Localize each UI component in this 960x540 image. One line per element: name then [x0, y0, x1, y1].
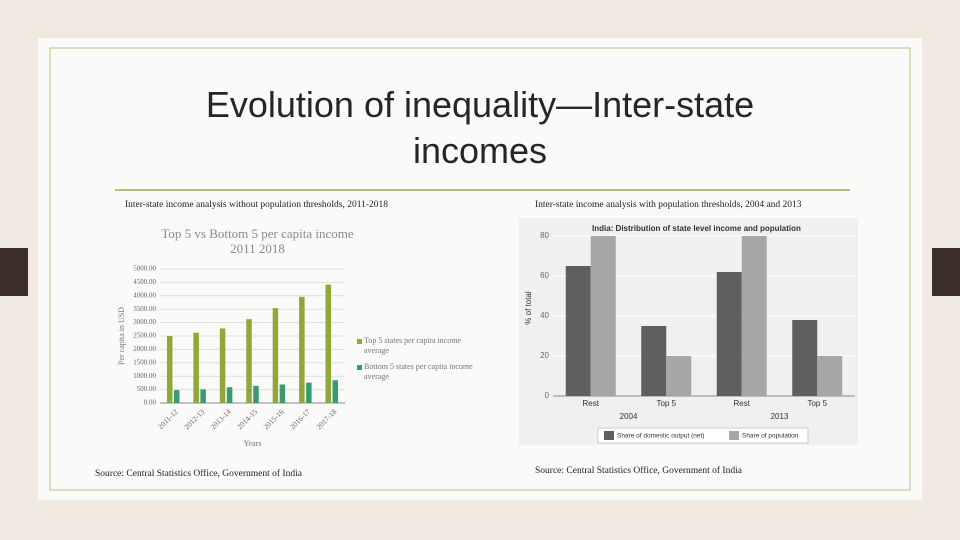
y-tick-label: 4500.00 [133, 278, 156, 286]
y-tick-label: 0.00 [144, 399, 157, 407]
y-tick-label: 3500.00 [133, 305, 156, 313]
legend-entry: Bottom 5 states per capita income averag… [364, 362, 473, 381]
bar [306, 382, 312, 403]
source: Source: Central Statistics Office, Gover… [95, 468, 303, 479]
legend-swatch [729, 431, 739, 440]
bar [226, 387, 233, 403]
group-label: 2013 [771, 412, 789, 421]
source: Source: Central Statistics Office, Gover… [535, 465, 743, 476]
bar [590, 236, 616, 396]
y-axis-label: Per capita in USD [117, 307, 126, 365]
bar [219, 328, 226, 403]
edge-tab [932, 248, 960, 296]
bar [332, 380, 339, 403]
legend-label: Top 5 states per capita income average [364, 336, 461, 355]
legend-label: Bottom 5 states per capita income averag… [364, 362, 473, 381]
y-tick-label: 1500.00 [133, 358, 156, 366]
chart-title: India: Distribution of state level incom… [592, 224, 801, 233]
legend-swatch [357, 365, 362, 370]
bar [716, 272, 742, 396]
y-tick-label: 20 [540, 351, 549, 360]
y-tick-label: 0 [545, 391, 550, 400]
y-tick-label: 5000.00 [133, 265, 156, 273]
bar [253, 385, 259, 403]
y-axis-label: % of total [524, 291, 533, 325]
bar [279, 384, 286, 403]
y-tick-label: 500.00 [137, 385, 157, 393]
chart-subtitle: 2011 2018 [230, 241, 285, 256]
edge-tab [0, 248, 28, 296]
legend-entry: Top 5 states per capita income average [364, 336, 461, 355]
slide-frame [49, 47, 911, 491]
legend-box [597, 427, 809, 444]
bar [246, 319, 252, 403]
y-tick-label: 3000.00 [133, 318, 156, 326]
bar [200, 389, 206, 403]
x-tick-label: Top 5 [656, 399, 676, 408]
bar [325, 284, 332, 403]
bar [792, 320, 818, 396]
legend-swatch [357, 339, 362, 344]
legend-swatch [604, 431, 614, 440]
y-tick-label: 80 [540, 231, 549, 240]
y-tick-label: 4000.00 [133, 291, 156, 299]
y-tick-label: 2500.00 [133, 332, 156, 340]
x-axis-label: Years [244, 439, 262, 448]
caption: Inter-state income analysis with populat… [535, 200, 802, 210]
bar [166, 336, 173, 403]
x-tick-label: Top 5 [807, 399, 827, 408]
bar [272, 308, 279, 403]
x-tick-label: Rest [583, 399, 600, 408]
bar [173, 390, 180, 403]
bar [666, 356, 692, 396]
bar [193, 332, 199, 403]
legend-label: Share of domestic output (net) [617, 433, 704, 440]
bar [741, 236, 767, 396]
chart-title: Top 5 vs Bottom 5 per capita income [161, 226, 353, 241]
bar [565, 266, 591, 396]
y-tick-label: 40 [540, 311, 549, 320]
x-tick-label: Rest [734, 399, 751, 408]
bar [817, 356, 843, 396]
title-box: Evolution of inequality—Inter-state inco… [205, 84, 755, 171]
legend-label: Share of population [742, 433, 799, 440]
slide-title: Evolution of inequality—Inter-state inco… [205, 84, 755, 171]
y-tick-label: 2000.00 [133, 345, 156, 353]
bar [641, 326, 667, 396]
y-tick-label: 60 [540, 271, 549, 280]
group-label: 2004 [620, 412, 638, 421]
y-tick-label: 1000.00 [133, 372, 156, 380]
caption: Inter-state income analysis without popu… [125, 200, 388, 210]
bar [299, 296, 305, 403]
